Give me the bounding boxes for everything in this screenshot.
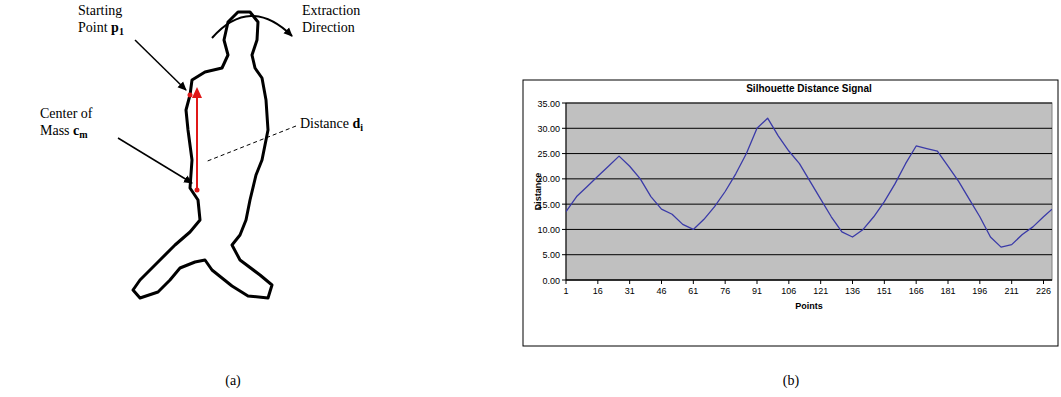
x-tick-label: 31 (625, 286, 635, 296)
x-axis-label: Points (795, 301, 823, 311)
y-tick (562, 204, 566, 205)
figure: StartingPoint p1ExtractionDirectionCente… (0, 0, 1061, 397)
x-tick-label: 181 (940, 286, 955, 296)
x-tick-label: 166 (909, 286, 924, 296)
distance-pointer (205, 126, 296, 162)
x-tick (1011, 280, 1012, 284)
x-tick-label: 226 (1036, 286, 1051, 296)
label-line: Center of (40, 106, 93, 121)
chart: Silhouette Distance Signal 0.00 5.00 10.00 1… (523, 80, 1058, 346)
x-tick-label: 151 (877, 286, 892, 296)
silhouette (133, 12, 272, 298)
y-axis-label: Distance (533, 173, 543, 211)
y-tick-label: 35.00 (537, 99, 560, 109)
x-tick (661, 280, 662, 284)
label-subscript: i (360, 122, 363, 133)
x-tick-label: 121 (813, 286, 828, 296)
x-tick (916, 280, 917, 284)
x-tick (629, 280, 630, 284)
label-line: Starting (78, 3, 122, 18)
label-line: Direction (302, 20, 355, 35)
y-tick (562, 280, 566, 281)
center-of-mass-dot (195, 188, 200, 193)
label-symbol: d (352, 116, 360, 131)
grid-line (566, 103, 1052, 104)
panel-a: Starting Point p1 Extraction Direction Cente… (40, 3, 363, 389)
panel-caption: (a) (225, 373, 241, 389)
y-tick-label: 25.00 (537, 149, 560, 159)
x-tick-label: 91 (752, 286, 762, 296)
x-tick (884, 280, 885, 284)
grid-line (566, 254, 1052, 255)
chart-title: Silhouette Distance Signal (746, 83, 872, 94)
x-tick (725, 280, 726, 284)
y-tick-label: 5.00 (542, 250, 560, 260)
panel-caption: (b) (783, 373, 800, 389)
grid-line (566, 153, 1052, 154)
x-tick (852, 280, 853, 284)
x-tick-label: 1 (563, 286, 568, 296)
grid-line (566, 128, 1052, 129)
center-pointer (118, 138, 192, 183)
x-tick (948, 280, 949, 284)
x-tick-label: 76 (720, 286, 730, 296)
starting-point-dot (188, 93, 193, 98)
x-tick (788, 280, 789, 284)
y-tick-label: 0.00 (542, 276, 560, 286)
y-tick (562, 229, 566, 230)
label-subscript: 1 (119, 26, 124, 37)
grid-line (566, 204, 1052, 205)
y-tick (562, 153, 566, 154)
x-tick (757, 280, 758, 284)
x-tick (1043, 280, 1044, 284)
diagram-label: Starting Point p1 (78, 3, 124, 37)
x-tick (979, 280, 980, 284)
label-line: Point (78, 20, 111, 35)
grid-line (566, 280, 1052, 281)
diagram-label: Distance di (300, 116, 363, 133)
starting-point-pointer (135, 40, 186, 90)
diagram-label: Extraction Direction (302, 3, 360, 35)
data-line (566, 118, 1052, 247)
x-tick-label: 136 (845, 286, 860, 296)
plot-area (566, 103, 1052, 280)
x-tick-label: 46 (656, 286, 666, 296)
x-tick-label: 106 (781, 286, 796, 296)
x-tick-label: 61 (688, 286, 698, 296)
data-group (566, 118, 1052, 247)
y-tick (562, 178, 566, 179)
y-axis (566, 103, 567, 280)
label-line: Mass (40, 123, 73, 138)
y-tick (562, 103, 566, 104)
label-symbol: p (111, 20, 119, 35)
x-tick (597, 280, 598, 284)
label-subscript: m (79, 129, 88, 140)
label-line: Distance (300, 116, 352, 131)
distance-vector (196, 92, 198, 190)
grid-line (566, 229, 1052, 230)
y-tick (562, 128, 566, 129)
y-tick-label: 30.00 (537, 124, 560, 134)
x-tick (820, 280, 821, 284)
x-axis (566, 280, 1052, 281)
diagram-label: Center ofMass cm (40, 106, 93, 140)
x-tick-label: 211 (1004, 286, 1018, 296)
page: { "diagram": { "starting_point": {"lines… (0, 0, 1061, 397)
x-tick (693, 280, 694, 284)
y-tick (562, 254, 566, 255)
direction-arrow (212, 16, 292, 38)
x-tick-label: 16 (593, 286, 603, 296)
y-tick-label: 10.00 (537, 225, 560, 235)
x-tick (566, 280, 567, 284)
chart-border (523, 80, 1058, 346)
label-line: Extraction (302, 3, 360, 18)
x-tick-label: 196 (972, 286, 987, 296)
